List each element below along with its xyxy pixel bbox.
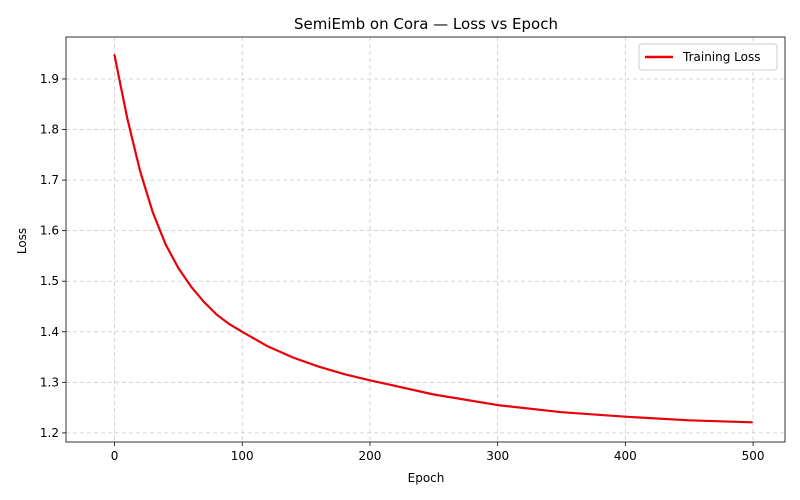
x-tick-label: 200 bbox=[358, 449, 381, 463]
y-tick-label: 1.8 bbox=[40, 123, 59, 137]
y-tick-label: 1.3 bbox=[40, 375, 59, 389]
x-tick-label: 500 bbox=[742, 449, 765, 463]
y-tick-label: 1.7 bbox=[40, 173, 59, 187]
legend: Training Loss bbox=[638, 43, 778, 71]
y-tick-label: 1.9 bbox=[40, 72, 59, 86]
series-line-training-loss bbox=[113, 54, 753, 424]
x-tick-label: 100 bbox=[231, 449, 254, 463]
y-tick-label: 1.2 bbox=[40, 426, 59, 440]
y-axis-label: Loss bbox=[15, 228, 29, 254]
grid bbox=[66, 37, 785, 442]
series-layer bbox=[113, 54, 753, 424]
y-axis: 1.2 1.3 1.4 1.5 1.6 1.7 1.8 1.9 bbox=[40, 72, 66, 440]
plot-frame bbox=[65, 36, 786, 443]
y-tick-label: 1.5 bbox=[40, 274, 59, 288]
x-axis-label: Epoch bbox=[408, 471, 445, 485]
chart-title: SemiEmb on Cora — Loss vs Epoch bbox=[294, 15, 558, 33]
x-tick-label: 400 bbox=[614, 449, 637, 463]
x-tick-label: 300 bbox=[486, 449, 509, 463]
x-axis: 0 100 200 300 400 500 bbox=[111, 442, 765, 463]
x-tick-label: 0 bbox=[111, 449, 119, 463]
y-tick-label: 1.6 bbox=[40, 224, 59, 238]
legend-box bbox=[638, 43, 778, 71]
y-tick-label: 1.4 bbox=[40, 325, 59, 339]
legend-label: Training Loss bbox=[682, 50, 760, 64]
